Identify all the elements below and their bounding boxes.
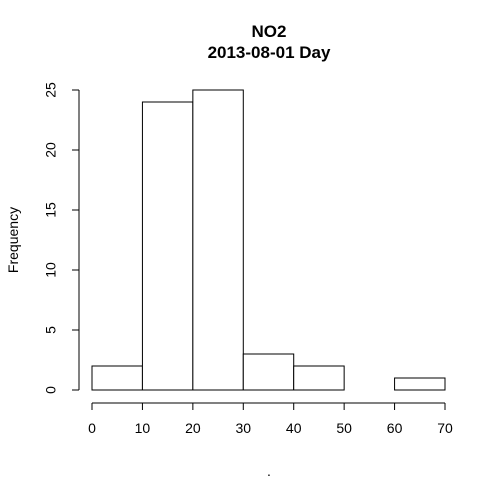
chart-subtitle: 2013-08-01 Day bbox=[208, 43, 331, 62]
bars-group bbox=[92, 90, 445, 390]
x-tick-label: 50 bbox=[336, 420, 352, 436]
x-axis: 0 10 20 30 40 50 60 70 bbox=[88, 403, 453, 436]
y-tick-label: 5 bbox=[43, 326, 59, 334]
histogram-bar bbox=[142, 102, 192, 390]
x-tick-label: 30 bbox=[235, 420, 251, 436]
y-tick-label: 10 bbox=[43, 262, 59, 278]
x-tick-label: 20 bbox=[185, 420, 201, 436]
histogram-bar bbox=[193, 90, 243, 390]
histogram-bar bbox=[92, 366, 142, 390]
histogram-bar bbox=[294, 366, 344, 390]
x-tick-label: 10 bbox=[135, 420, 151, 436]
y-axis: 0 5 10 15 20 25 bbox=[43, 82, 79, 394]
y-tick-label: 25 bbox=[43, 82, 59, 98]
x-tick-label: 0 bbox=[88, 420, 96, 436]
x-tick-label: 40 bbox=[286, 420, 302, 436]
histogram-bar bbox=[395, 378, 445, 390]
y-tick-label: 0 bbox=[43, 386, 59, 394]
y-axis-label: Frequency bbox=[5, 207, 21, 273]
histogram-bar bbox=[243, 354, 293, 390]
x-tick-label: 60 bbox=[387, 420, 403, 436]
x-tick-label: 70 bbox=[437, 420, 453, 436]
chart-title: NO2 bbox=[252, 22, 287, 41]
y-tick-label: 15 bbox=[43, 202, 59, 218]
y-tick-label: 20 bbox=[43, 142, 59, 158]
x-axis-label: . bbox=[267, 463, 271, 479]
